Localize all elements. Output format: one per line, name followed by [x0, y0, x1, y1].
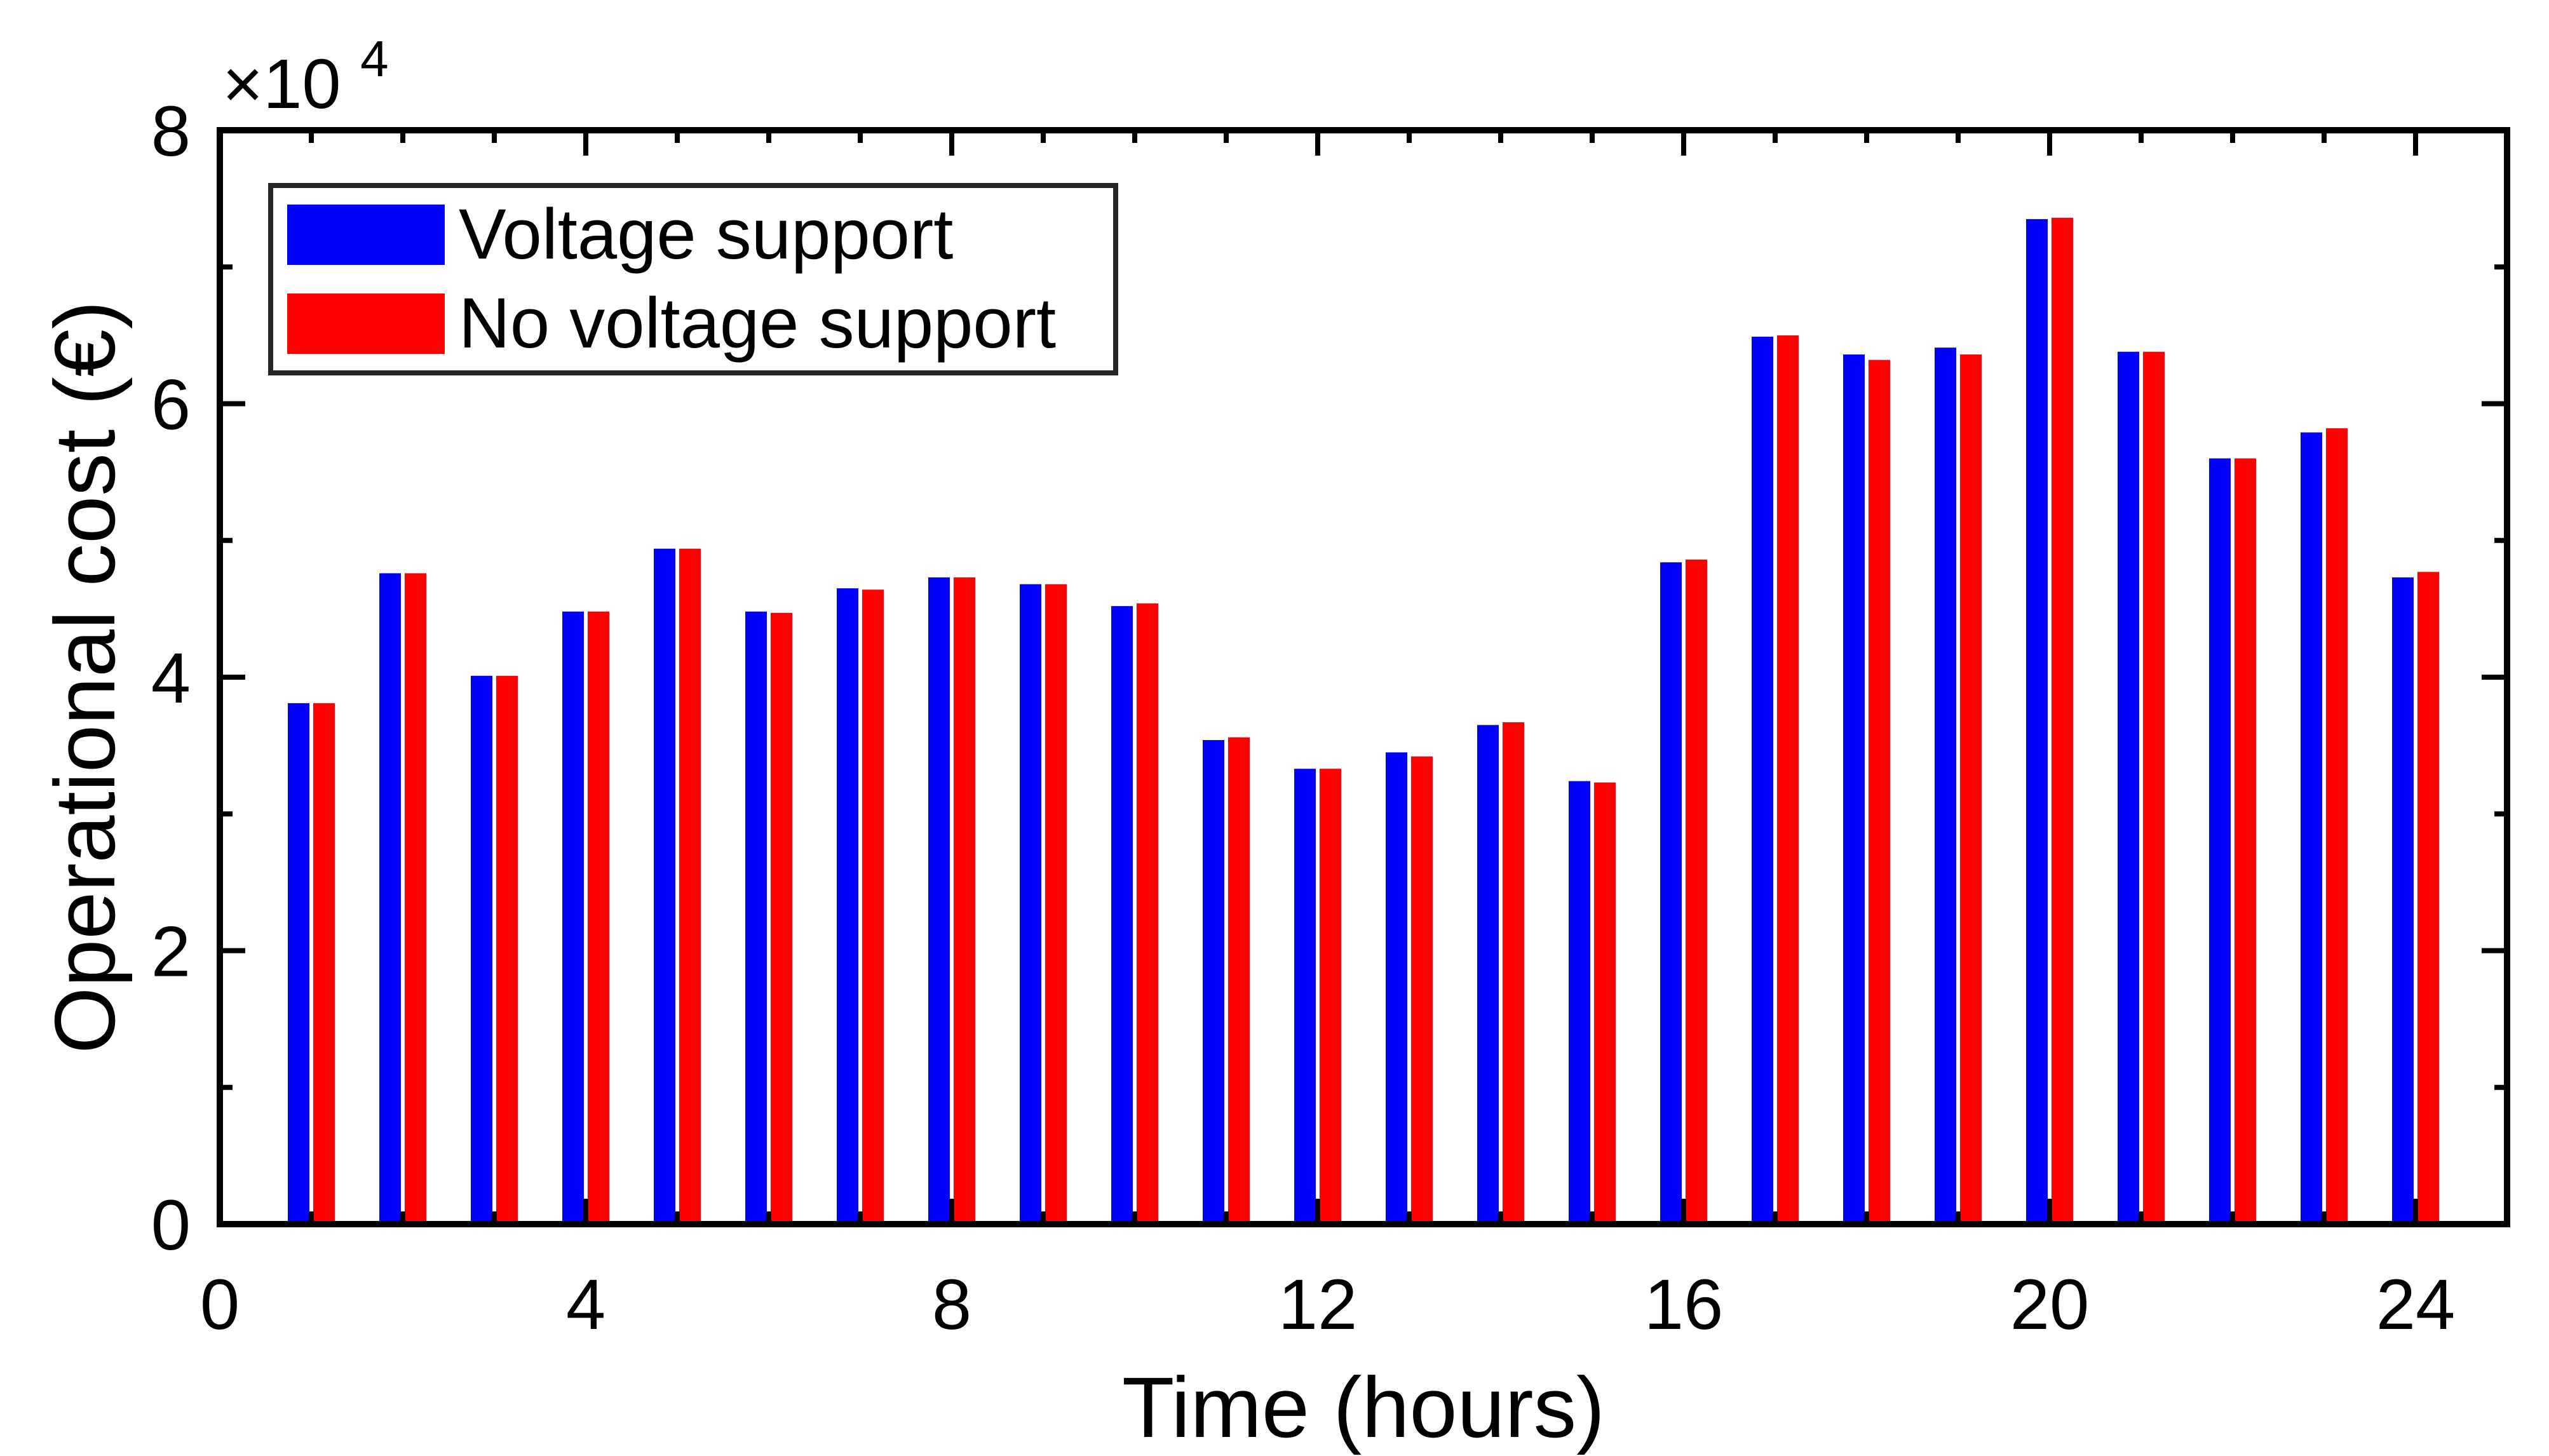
bars-layer — [288, 217, 2439, 1225]
legend: Voltage support No voltage support — [268, 183, 1118, 375]
x-axis-label: Time (hours) — [1122, 1359, 1605, 1455]
bar-voltage-support-17 — [1752, 337, 1773, 1224]
bar-no-voltage-support-22 — [2235, 458, 2256, 1224]
x-tick-label-12: 12 — [1278, 1265, 1358, 1344]
bar-voltage-support-20 — [2026, 219, 2048, 1224]
bar-no-voltage-support-16 — [1686, 559, 1707, 1224]
bar-no-voltage-support-7 — [862, 590, 884, 1224]
bar-no-voltage-support-6 — [771, 612, 792, 1224]
bar-no-voltage-support-11 — [1228, 737, 1250, 1224]
legend-swatch-no-voltage-support — [287, 293, 445, 354]
legend-label-no-voltage-support: No voltage support — [459, 283, 1056, 363]
bar-voltage-support-3 — [471, 675, 492, 1224]
bar-no-voltage-support-14 — [1503, 722, 1524, 1224]
bar-voltage-support-18 — [1843, 354, 1865, 1224]
bar-voltage-support-22 — [2209, 458, 2231, 1224]
y-tick-label-0: 0 — [151, 1185, 191, 1265]
bar-voltage-support-6 — [745, 611, 767, 1224]
bar-no-voltage-support-12 — [1320, 769, 1341, 1224]
bar-voltage-support-2 — [379, 573, 401, 1224]
bar-no-voltage-support-21 — [2143, 351, 2165, 1225]
y-axis-label: Operational cost (€) — [37, 300, 133, 1054]
bar-no-voltage-support-18 — [1869, 360, 1890, 1224]
bar-voltage-support-23 — [2301, 432, 2322, 1225]
bar-no-voltage-support-15 — [1594, 782, 1616, 1224]
y-tick-label-6: 6 — [151, 365, 191, 445]
bar-no-voltage-support-13 — [1411, 756, 1433, 1224]
bar-voltage-support-12 — [1294, 769, 1316, 1224]
x-tick-label-8: 8 — [932, 1265, 971, 1344]
bar-no-voltage-support-24 — [2417, 572, 2439, 1224]
bar-no-voltage-support-2 — [405, 573, 426, 1224]
x-tick-label-20: 20 — [2010, 1265, 2090, 1344]
x-tick-label-0: 0 — [200, 1265, 240, 1344]
bar-voltage-support-13 — [1386, 752, 1407, 1224]
bar-no-voltage-support-3 — [496, 675, 518, 1224]
bar-voltage-support-19 — [1935, 347, 1956, 1225]
bar-no-voltage-support-10 — [1137, 603, 1158, 1224]
ticks-layer — [220, 130, 2507, 1224]
bar-no-voltage-support-1 — [313, 703, 335, 1224]
bar-no-voltage-support-20 — [2052, 217, 2073, 1224]
bar-no-voltage-support-19 — [1960, 354, 1982, 1224]
legend-label-voltage-support: Voltage support — [459, 194, 953, 274]
bar-voltage-support-14 — [1477, 725, 1499, 1224]
bar-no-voltage-support-4 — [588, 611, 609, 1224]
bar-voltage-support-11 — [1203, 740, 1224, 1224]
y-axis-multiplier: ×10 4 — [222, 30, 389, 123]
bar-no-voltage-support-9 — [1045, 584, 1067, 1224]
y-multiplier-base: ×10 — [222, 45, 341, 123]
bar-voltage-support-4 — [562, 611, 584, 1224]
y-multiplier-exponent: 4 — [360, 30, 389, 87]
x-tick-label-24: 24 — [2376, 1265, 2456, 1344]
bar-voltage-support-16 — [1660, 562, 1682, 1225]
bar-no-voltage-support-5 — [679, 548, 701, 1225]
bar-voltage-support-7 — [837, 588, 858, 1224]
bar-no-voltage-support-8 — [954, 577, 975, 1224]
y-tick-label-8: 8 — [151, 91, 191, 171]
bar-voltage-support-8 — [928, 577, 950, 1224]
bar-voltage-support-15 — [1569, 781, 1590, 1224]
x-tick-label-4: 4 — [566, 1265, 605, 1344]
bar-voltage-support-5 — [654, 548, 675, 1225]
bar-voltage-support-21 — [2118, 351, 2139, 1225]
bar-voltage-support-24 — [2392, 577, 2414, 1224]
legend-swatch-voltage-support — [287, 205, 445, 265]
bar-voltage-support-10 — [1111, 606, 1133, 1224]
bar-voltage-support-1 — [288, 703, 309, 1224]
bar-no-voltage-support-17 — [1777, 335, 1799, 1224]
bar-no-voltage-support-23 — [2326, 428, 2348, 1225]
bar-voltage-support-9 — [1020, 584, 1041, 1224]
y-tick-label-2: 2 — [151, 912, 191, 992]
y-tick-label-4: 4 — [151, 638, 191, 718]
x-tick-label-16: 16 — [1644, 1265, 1724, 1344]
